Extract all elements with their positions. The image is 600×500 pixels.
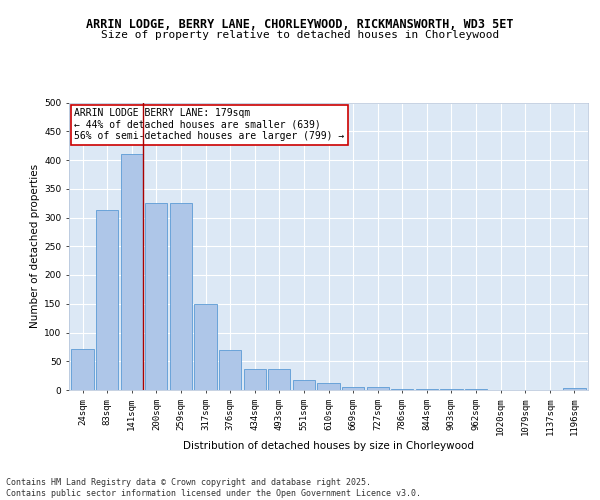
Bar [121, 154, 143, 390]
Bar [416, 389, 438, 390]
Bar [244, 368, 266, 390]
Bar [170, 203, 192, 390]
Text: Size of property relative to detached houses in Chorleywood: Size of property relative to detached ho… [101, 30, 499, 40]
Y-axis label: Number of detached properties: Number of detached properties [30, 164, 40, 328]
Bar [145, 203, 167, 390]
Text: Contains HM Land Registry data © Crown copyright and database right 2025.
Contai: Contains HM Land Registry data © Crown c… [6, 478, 421, 498]
Bar [219, 350, 241, 390]
Bar [563, 388, 586, 390]
Bar [96, 210, 118, 390]
Bar [317, 383, 340, 390]
Text: ARRIN LODGE, BERRY LANE, CHORLEYWOOD, RICKMANSWORTH, WD3 5ET: ARRIN LODGE, BERRY LANE, CHORLEYWOOD, RI… [86, 18, 514, 30]
Bar [367, 386, 389, 390]
X-axis label: Distribution of detached houses by size in Chorleywood: Distribution of detached houses by size … [183, 441, 474, 451]
Bar [342, 386, 364, 390]
Bar [268, 370, 290, 390]
Bar [391, 389, 413, 390]
Bar [194, 304, 217, 390]
Text: ARRIN LODGE BERRY LANE: 179sqm
← 44% of detached houses are smaller (639)
56% of: ARRIN LODGE BERRY LANE: 179sqm ← 44% of … [74, 108, 344, 142]
Bar [71, 348, 94, 390]
Bar [293, 380, 315, 390]
